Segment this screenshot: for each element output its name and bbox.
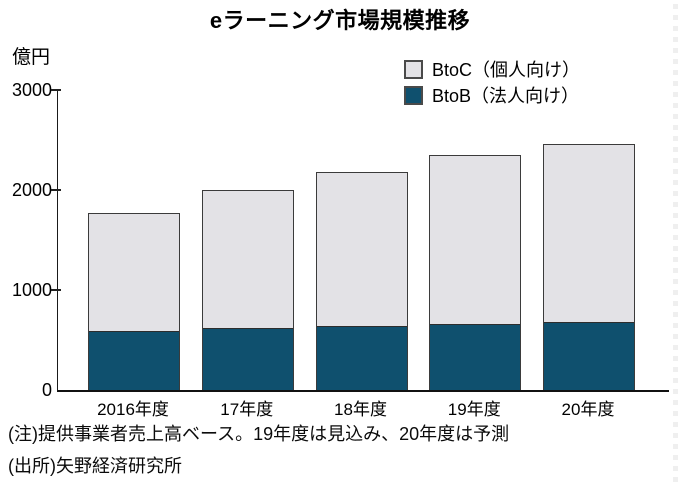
- bar-group: [315, 171, 408, 390]
- x-axis-label: 17年度: [220, 400, 274, 419]
- btob-segment: [544, 321, 634, 390]
- y-tick-label: 3000: [11, 80, 52, 100]
- y-tick-label: 0: [41, 380, 52, 400]
- btoc-segment: [202, 191, 293, 328]
- btoc-swatch: [404, 59, 423, 79]
- btob-segment: [316, 326, 407, 390]
- plot-area: [57, 90, 669, 392]
- legend-label-btoc: BtoC（個人向け）: [432, 60, 581, 80]
- y-tick-mark: [51, 89, 61, 91]
- note-line-1: (注)提供事業者売上高ベース。19年度は見込み、20年度は予測: [8, 424, 510, 444]
- note-line-2: (出所)矢野経済研究所: [8, 456, 182, 476]
- btoc-segment: [430, 155, 521, 324]
- legend-label-btob: BtoB（法人向け）: [432, 86, 580, 106]
- y-tick-mark: [51, 189, 61, 191]
- y-tick-label: 2000: [11, 180, 52, 200]
- x-axis-label: 18年度: [334, 400, 387, 419]
- y-tick-mark: [51, 289, 61, 291]
- bar-group: [543, 144, 635, 390]
- btoc-segment: [316, 172, 407, 326]
- btoc-segment: [89, 214, 179, 331]
- bar-group: [88, 213, 180, 390]
- btoc-segment: [544, 145, 634, 322]
- btob-segment: [202, 328, 293, 390]
- x-axis-label: 19年度: [447, 400, 501, 419]
- btob-segment: [89, 331, 179, 390]
- btob-swatch: [404, 85, 423, 105]
- legend-item-btoc: BtoC（個人向け）: [404, 56, 580, 82]
- y-tick-label: 1000: [11, 280, 52, 300]
- btob-segment: [430, 324, 521, 390]
- x-axis-label: 2016年度: [97, 400, 169, 419]
- chart-title: eラーニング市場規模推移: [209, 8, 471, 33]
- x-axis-label: 20年度: [561, 400, 615, 419]
- legend-item-btob: BtoB（法人向け）: [404, 82, 580, 108]
- legend: BtoC（個人向け） BtoB（法人向け）: [404, 56, 580, 108]
- bar-group: [201, 190, 294, 390]
- right-edge-artifact: [673, 4, 678, 486]
- bar-group: [429, 154, 522, 390]
- y-axis-unit-label: 億円: [12, 47, 51, 68]
